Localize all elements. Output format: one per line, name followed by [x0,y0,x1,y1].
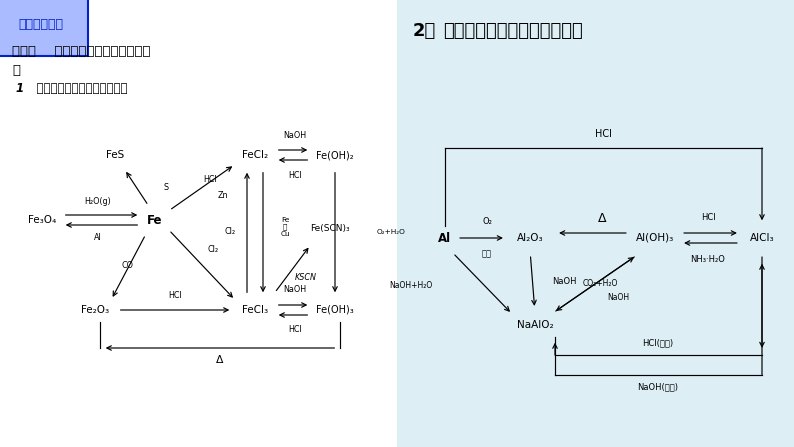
Text: FeCl₃: FeCl₃ [242,305,268,315]
Text: NaAlO₂: NaAlO₂ [517,320,553,330]
Text: 一、铁    铝及其化合物之间的相互转: 一、铁 铝及其化合物之间的相互转 [12,45,151,58]
Text: 化: 化 [12,64,20,77]
Text: HCl: HCl [288,325,302,334]
Text: HCl: HCl [168,291,182,299]
Text: CO₂+H₂O: CO₂+H₂O [582,279,618,288]
Text: HCl: HCl [203,176,217,185]
Text: FeCl₂: FeCl₂ [242,150,268,160]
Text: O₂+H₂O: O₂+H₂O [377,229,406,235]
Text: Fe₃O₄: Fe₃O₄ [28,215,56,225]
Text: NaOH(过量): NaOH(过量) [638,383,679,392]
Text: NaOH: NaOH [552,277,576,286]
Text: NaOH: NaOH [283,131,306,139]
Text: FeS: FeS [106,150,124,160]
Text: Fe(OH)₃: Fe(OH)₃ [316,305,354,315]
Text: HCl(过量): HCl(过量) [642,338,673,347]
Text: Δ: Δ [598,211,607,224]
Text: Cl₂: Cl₂ [207,245,218,254]
Text: Fe₂O₃: Fe₂O₃ [81,305,109,315]
Text: 铝及其化合物之间的相互转化: 铝及其化合物之间的相互转化 [443,22,583,40]
Text: S: S [163,182,168,191]
Text: Fe(SCN)₃: Fe(SCN)₃ [310,224,350,232]
Text: HCl: HCl [700,214,715,223]
Text: Al: Al [438,232,452,245]
Text: Cl₂: Cl₂ [225,228,236,236]
FancyBboxPatch shape [397,0,794,447]
Text: Al: Al [94,233,102,243]
Text: NaOH+H₂O: NaOH+H₂O [390,282,433,291]
Text: 【整合提升】: 【整合提升】 [18,18,63,31]
Text: Al₂O₃: Al₂O₃ [517,233,543,243]
Text: 点燃: 点燃 [482,249,492,258]
Text: Fe: Fe [147,214,163,227]
Text: O₂: O₂ [482,218,492,227]
Text: HCl: HCl [288,170,302,180]
Text: 2．: 2． [413,22,436,40]
Text: CO: CO [121,261,133,270]
Text: NaOH: NaOH [283,286,306,295]
Text: 1   铁及其化合物之间的相互转化: 1 铁及其化合物之间的相互转化 [16,82,128,95]
Text: KSCN: KSCN [295,274,317,283]
Text: NaOH: NaOH [607,294,629,303]
Text: NH₃·H₂O: NH₃·H₂O [691,256,726,265]
Text: H₂O(g): H₂O(g) [85,198,111,207]
Text: AlCl₃: AlCl₃ [750,233,774,243]
Text: Zn: Zn [218,190,228,199]
Text: Fe(OH)₂: Fe(OH)₂ [316,150,354,160]
Text: Fe
或
Cu: Fe 或 Cu [280,217,290,237]
Text: Al(OH)₃: Al(OH)₃ [636,233,674,243]
Text: Δ: Δ [216,355,224,365]
Text: HCl: HCl [595,129,611,139]
